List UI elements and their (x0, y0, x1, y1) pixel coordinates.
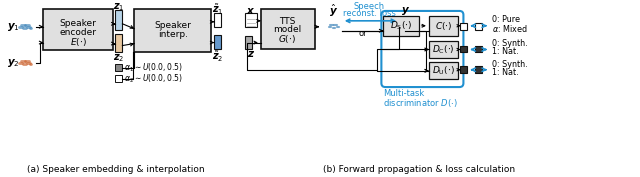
Text: $\boldsymbol{x}$: $\boldsymbol{x}$ (246, 6, 255, 16)
Text: $\boldsymbol{z}_1$: $\boldsymbol{z}_1$ (113, 1, 125, 13)
Text: $\boldsymbol{y}_2$: $\boldsymbol{y}_2$ (7, 57, 19, 69)
Bar (245, 36, 252, 48)
Bar (134, 9, 211, 52)
Bar (260, 9, 315, 48)
Bar (214, 35, 221, 48)
Bar (429, 16, 458, 36)
Text: Speaker: Speaker (60, 19, 97, 28)
Text: (b) Forward propagation & loss calculation: (b) Forward propagation & loss calculati… (323, 165, 515, 174)
Bar (460, 23, 467, 30)
Text: 0: Synth.: 0: Synth. (492, 60, 528, 69)
Text: 1: Nat.: 1: Nat. (492, 68, 518, 77)
Text: $\tilde{\boldsymbol{z}}_2$: $\tilde{\boldsymbol{z}}_2$ (212, 49, 223, 64)
Text: $\hat{\boldsymbol{y}}$: $\hat{\boldsymbol{y}}$ (330, 3, 339, 19)
Text: $\boldsymbol{y}_1$: $\boldsymbol{y}_1$ (7, 21, 20, 33)
Text: $\boldsymbol{z}$: $\boldsymbol{z}$ (247, 49, 255, 59)
Bar (115, 34, 122, 52)
Text: 0: Synth.: 0: Synth. (492, 39, 528, 48)
Bar (460, 66, 467, 73)
Text: (a) Speaker embedding & interpolation: (a) Speaker embedding & interpolation (27, 165, 204, 174)
Text: reconst. loss: reconst. loss (343, 9, 396, 18)
Text: model: model (273, 25, 301, 34)
Text: or: or (358, 29, 367, 38)
Bar (460, 45, 467, 52)
Bar (115, 64, 122, 71)
Text: interp.: interp. (158, 30, 188, 39)
Text: $\boldsymbol{z}_2$: $\boldsymbol{z}_2$ (113, 53, 125, 64)
Text: TTS: TTS (279, 17, 296, 26)
Bar (115, 75, 122, 82)
Text: Speech: Speech (354, 1, 385, 10)
Text: Speaker: Speaker (154, 21, 191, 30)
Bar (383, 16, 419, 36)
Bar (429, 41, 458, 58)
Bar (476, 45, 482, 52)
Text: $E(\cdot)$: $E(\cdot)$ (70, 36, 86, 48)
Text: encoder: encoder (60, 28, 97, 37)
Text: $D_\mathrm{S}(\cdot)$: $D_\mathrm{S}(\cdot)$ (390, 19, 412, 32)
Text: 0: Pure: 0: Pure (492, 15, 520, 24)
Bar (115, 10, 122, 30)
Text: $C(\cdot)$: $C(\cdot)$ (435, 20, 452, 32)
Text: $\boldsymbol{y}$: $\boldsymbol{y}$ (401, 5, 410, 17)
Bar (476, 23, 482, 30)
Text: Multi-task: Multi-task (383, 89, 424, 98)
Bar (245, 13, 257, 27)
Text: $\alpha$: Mixed: $\alpha$: Mixed (492, 23, 528, 34)
Text: $\alpha_1 \sim U(0.0, 0.5)$: $\alpha_1 \sim U(0.0, 0.5)$ (124, 62, 184, 74)
Bar (44, 9, 113, 50)
Text: $\tilde{\boldsymbol{z}}_1$: $\tilde{\boldsymbol{z}}_1$ (212, 3, 223, 17)
Bar (476, 66, 482, 73)
Bar (214, 13, 221, 27)
Text: $\alpha_2 \sim U(0.0, 0.5)$: $\alpha_2 \sim U(0.0, 0.5)$ (124, 72, 184, 85)
FancyBboxPatch shape (381, 11, 463, 87)
Text: $D_\mathrm{C}(\cdot)$: $D_\mathrm{C}(\cdot)$ (432, 43, 455, 56)
Bar (429, 62, 458, 79)
Text: discriminator $D(\cdot)$: discriminator $D(\cdot)$ (383, 97, 458, 109)
Text: 1: Nat.: 1: Nat. (492, 47, 518, 56)
Text: $G(\cdot)$: $G(\cdot)$ (278, 33, 296, 45)
Text: $D_\mathrm{U}(\cdot)$: $D_\mathrm{U}(\cdot)$ (432, 64, 455, 77)
